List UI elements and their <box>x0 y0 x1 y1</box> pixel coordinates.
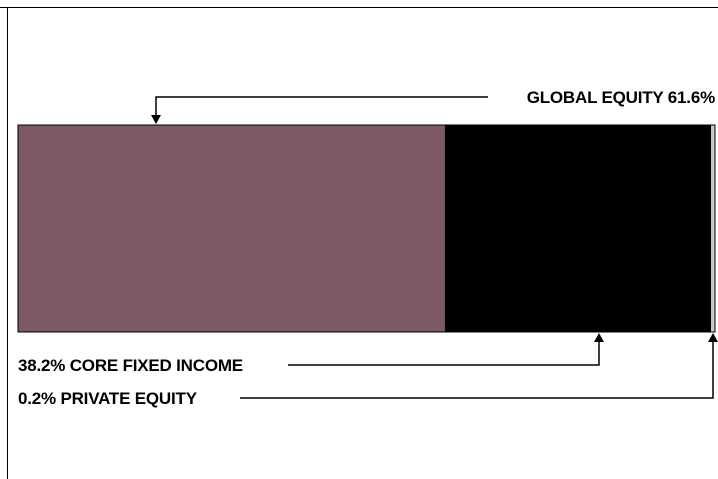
callouts <box>151 96 718 399</box>
bar-segment-core-fixed-income <box>444 125 711 332</box>
leader-line-global-equity <box>155 96 488 115</box>
leader-line-core-fixed-income <box>288 342 600 366</box>
bar-outline <box>17 124 716 333</box>
label-private-equity: 0.2% PRIVATE EQUITY <box>18 389 198 408</box>
bar-segment-global-equity <box>18 125 445 332</box>
label-core-fixed-income: 38.2% CORE FIXED INCOME <box>18 356 243 375</box>
arrow-core-fixed-income-icon <box>594 333 604 342</box>
arrow-global-equity-icon <box>151 115 161 124</box>
arrow-private-equity-icon <box>708 333 718 342</box>
bar-segment-private-equity <box>711 125 715 332</box>
leader-line-private-equity <box>240 342 714 399</box>
label-global-equity: GLOBAL EQUITY 61.6% <box>527 88 715 107</box>
stacked-bar <box>17 124 716 333</box>
